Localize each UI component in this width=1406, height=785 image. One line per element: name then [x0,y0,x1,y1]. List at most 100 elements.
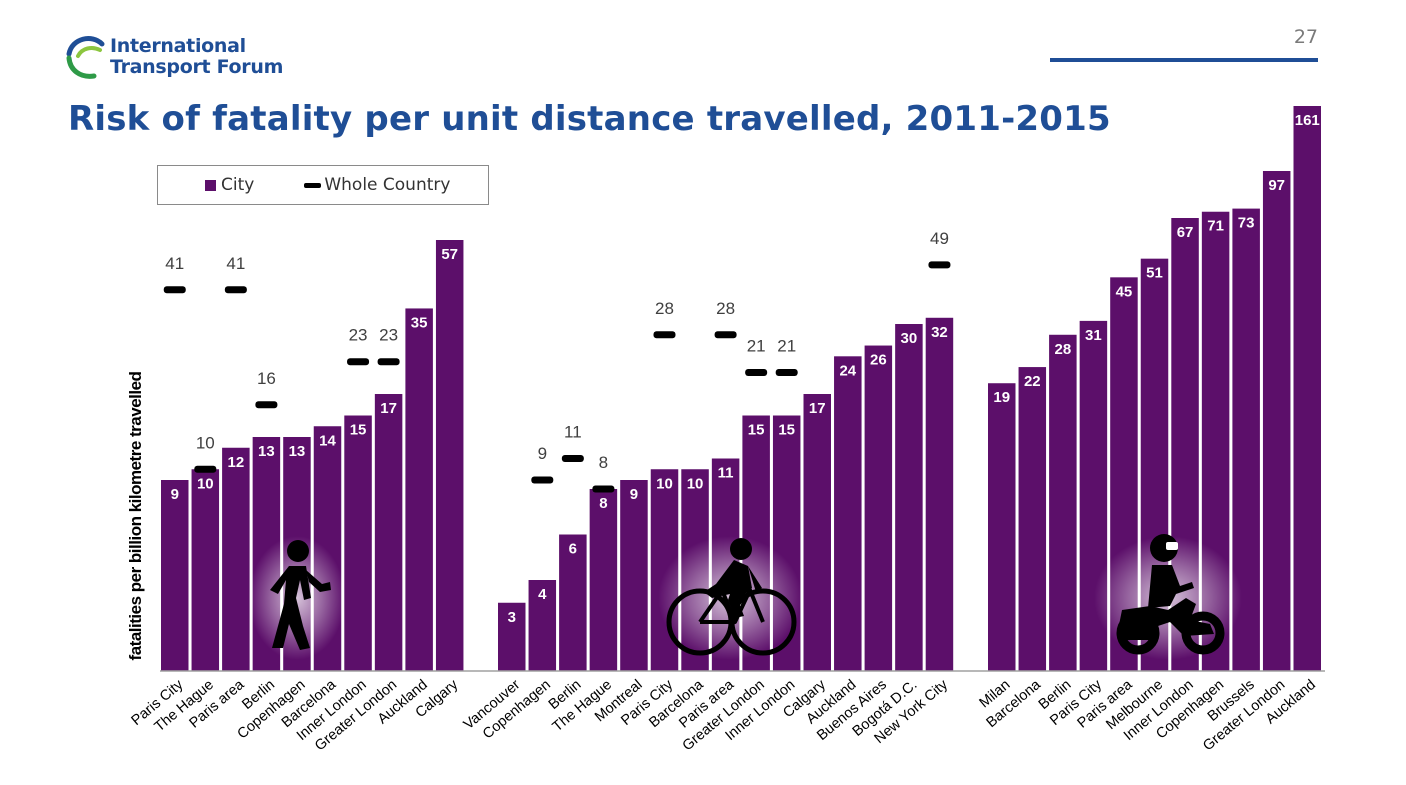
bar-value-label: 9 [630,486,638,503]
bar-city [803,394,831,671]
bar-city [620,480,648,671]
marker-whole-country [224,286,247,294]
country-value-label: 10 [196,433,215,452]
bar-value-label: 73 [1238,215,1255,232]
bar-city [988,383,1016,671]
bar-value-label: 17 [380,400,397,417]
pedestrian-icon [249,536,345,660]
bar-value-label: 161 [1295,112,1320,129]
bar-value-label: 8 [599,495,607,512]
marker-whole-country [194,465,217,473]
marker-whole-country [347,358,370,366]
country-value-label: 16 [257,369,276,388]
logo-line2: Transport Forum [110,56,284,78]
marker-whole-country [745,368,768,376]
bar-value-label: 24 [839,362,856,379]
bar-city [1293,106,1321,671]
bar-value-label: 14 [319,432,336,449]
bar-value-label: 22 [1024,373,1041,390]
marker-whole-country [377,358,400,366]
bar-value-label: 32 [931,324,948,341]
bar-value-label: 26 [870,352,887,369]
bar-value-label: 17 [809,400,826,417]
page-title: Risk of fatality per unit distance trave… [68,99,1111,139]
bar-city [161,480,189,671]
bar-value-label: 35 [411,314,428,331]
bar-value-label: 31 [1085,327,1102,344]
marker-whole-country [531,476,554,484]
bar-value-label: 10 [656,475,673,492]
bar-value-label: 15 [778,422,795,439]
bar-value-label: 30 [901,330,918,347]
legend-country-swatch [304,182,322,188]
bar-city [864,345,893,671]
legend-item-country: Whole Country [254,175,450,195]
bar-city [895,324,923,671]
bar-value-label: 28 [1055,341,1072,358]
bar-value-label: 4 [538,586,547,603]
country-value-label: 41 [226,254,245,273]
legend-city-swatch [205,179,216,191]
bar-city [1049,334,1077,671]
logo-line1: International [110,35,246,57]
bar-value-label: 13 [258,443,275,460]
header-rule [1050,58,1318,62]
country-value-label: 23 [349,326,368,345]
marker-whole-country [775,368,798,376]
marker-whole-country [592,485,615,493]
legend-country-label: Whole Country [324,175,451,195]
bar-city [374,394,403,671]
country-value-label: 28 [655,299,674,318]
itf-logo-icon [66,36,105,79]
marker-whole-country [561,455,584,462]
country-value-label: 11 [564,423,582,442]
country-value-label: 23 [379,326,398,345]
bar-city [435,240,464,671]
bar-value-label: 6 [569,541,577,558]
marker-whole-country [653,331,676,339]
marker-whole-country [163,286,186,294]
motorcyclist-icon [1094,534,1242,660]
bar-value-label: 3 [508,609,516,626]
bar-city [589,489,618,671]
itf-logo: International Transport Forum [64,34,284,84]
bar-value-label: 10 [687,475,704,492]
bar-value-label: 97 [1268,177,1285,194]
country-value-label: 21 [777,336,796,355]
bar-city [1018,367,1047,671]
bar-city [191,469,220,671]
country-value-label: 8 [599,453,608,472]
bar-value-label: 71 [1207,218,1224,235]
logo-wordmark: International Transport Forum [110,36,283,78]
bar-value-label: 67 [1177,224,1194,241]
bar-city [528,580,557,671]
bar-value-label: 45 [1116,283,1133,300]
bar-value-label: 19 [993,389,1010,406]
bar-city [405,308,433,671]
country-value-label: 49 [930,229,949,248]
bar-value-label: 9 [171,486,179,503]
bar-city [559,534,587,671]
bar-city [925,317,954,671]
page-number: 27 [1293,26,1318,48]
country-value-label: 21 [747,336,766,355]
bar-value-label: 15 [350,422,367,439]
bar-value-label: 51 [1146,265,1163,282]
country-value-label: 9 [538,444,547,463]
bar-city [498,602,526,671]
bar-city [344,415,372,671]
bar-city [222,447,250,671]
legend-item-city: City [158,175,254,195]
marker-whole-country [928,261,951,269]
bar-value-label: 15 [748,422,765,439]
marker-whole-country [255,401,278,409]
country-value-label: 28 [716,299,735,318]
bar-value-label: 13 [289,443,306,460]
chart-legend: City Whole Country [157,165,489,205]
bar-value-label: 11 [718,465,734,482]
bar-value-label: 12 [228,454,245,471]
country-value-label: 41 [165,254,184,273]
marker-whole-country [714,331,737,339]
bar-value-label: 57 [441,246,458,263]
bar-city [1262,171,1291,671]
